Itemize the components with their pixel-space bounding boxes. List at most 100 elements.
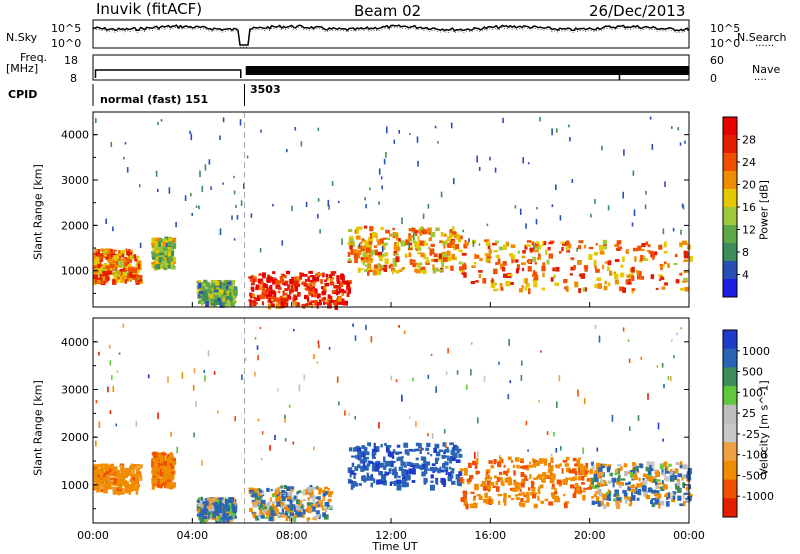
power-cell bbox=[357, 226, 363, 230]
power-point bbox=[219, 135, 221, 140]
velocity-cell bbox=[659, 464, 664, 470]
time-xlabel: Time UT bbox=[372, 540, 418, 553]
velocity-cell bbox=[255, 515, 259, 521]
power-cell bbox=[619, 286, 624, 292]
velocity-cell bbox=[390, 481, 396, 484]
velocity-cell bbox=[358, 483, 362, 486]
velocity-cell bbox=[402, 473, 406, 480]
velocity-point bbox=[471, 342, 473, 345]
velocity-cell bbox=[269, 505, 274, 511]
velocity-cell bbox=[583, 465, 587, 471]
station-title: Inuvik (fitACF) bbox=[96, 0, 203, 18]
velocity-cell bbox=[135, 474, 138, 480]
velocity-cell bbox=[430, 474, 434, 479]
velocity-cell bbox=[151, 484, 155, 490]
velocity-cell bbox=[266, 507, 272, 512]
velocity-colorbar-swatch bbox=[723, 348, 737, 368]
velocity-region-0 bbox=[93, 463, 143, 496]
power-cell bbox=[313, 292, 318, 298]
power-cell bbox=[628, 278, 631, 284]
velocity-point bbox=[98, 351, 100, 356]
velocity-cell bbox=[591, 465, 595, 470]
velocity-cell bbox=[403, 465, 407, 468]
velocity-cell bbox=[638, 477, 641, 482]
velocity-cell bbox=[657, 482, 662, 485]
power-cell bbox=[487, 243, 491, 250]
velocity-cell bbox=[265, 503, 270, 507]
velocity-cell bbox=[319, 500, 323, 503]
velocity-cell bbox=[385, 472, 390, 476]
power-cell bbox=[458, 249, 463, 253]
power-cell bbox=[650, 255, 656, 258]
velocity-cell bbox=[578, 477, 584, 480]
power-cell bbox=[526, 240, 532, 243]
power-cell bbox=[217, 297, 221, 302]
velocity-cell bbox=[353, 482, 359, 487]
power-cell bbox=[127, 261, 130, 265]
velocity-point bbox=[661, 362, 664, 368]
velocity-cell bbox=[533, 477, 538, 480]
velocity-cell bbox=[128, 471, 134, 475]
power-cell bbox=[458, 235, 463, 240]
velocity-cell bbox=[169, 462, 172, 467]
power-point bbox=[478, 243, 481, 246]
velocity-cell bbox=[120, 465, 125, 469]
velocity-cell bbox=[167, 463, 170, 468]
velocity-cell bbox=[302, 489, 306, 496]
power-colorbar-swatch bbox=[723, 225, 737, 244]
power-cell bbox=[453, 246, 457, 251]
power-cell bbox=[292, 301, 297, 306]
velocity-cell bbox=[288, 506, 293, 511]
velocity-cell bbox=[166, 459, 170, 465]
power-cell bbox=[423, 240, 426, 247]
power-cell bbox=[213, 292, 218, 296]
power-cell bbox=[168, 237, 174, 241]
power-cell bbox=[494, 240, 499, 244]
power-cell bbox=[366, 259, 370, 263]
velocity-cell bbox=[400, 460, 404, 465]
power-cell bbox=[258, 273, 262, 276]
velocity-cell bbox=[120, 469, 125, 474]
power-cell bbox=[653, 251, 658, 256]
velocity-cell bbox=[200, 508, 205, 515]
power-cell bbox=[604, 280, 607, 285]
power-cell bbox=[307, 276, 310, 282]
power-cell bbox=[327, 302, 332, 309]
velocity-cell bbox=[297, 510, 301, 513]
power-cell bbox=[197, 296, 202, 300]
power-cell bbox=[645, 258, 649, 262]
velocity-cell bbox=[543, 475, 547, 480]
power-cell bbox=[637, 245, 642, 251]
velocity-cell bbox=[258, 514, 263, 517]
power-point bbox=[124, 142, 127, 145]
power-cell bbox=[221, 302, 225, 306]
power-cell bbox=[272, 291, 277, 295]
power-cell bbox=[434, 267, 439, 272]
power-point bbox=[522, 157, 524, 164]
velocity-point bbox=[303, 374, 306, 381]
velocity-cell bbox=[384, 460, 390, 467]
power-point bbox=[112, 226, 114, 232]
velocity-cell bbox=[152, 466, 157, 471]
velocity-cell bbox=[654, 498, 660, 505]
power-cell bbox=[323, 289, 327, 293]
power-cell bbox=[415, 232, 418, 236]
velocity-cell bbox=[136, 485, 139, 491]
velocity-cell bbox=[628, 481, 631, 485]
power-cell bbox=[620, 264, 624, 268]
velocity-cell bbox=[196, 499, 202, 503]
velocity-cell bbox=[589, 468, 593, 472]
power-cell bbox=[454, 232, 457, 239]
power-cell bbox=[330, 271, 335, 276]
velocity-cell bbox=[135, 489, 139, 495]
power-cell bbox=[129, 255, 133, 259]
velocity-point bbox=[241, 374, 243, 381]
velocity-cell bbox=[522, 491, 525, 495]
power-cell bbox=[294, 280, 299, 287]
velocity-point bbox=[508, 339, 510, 346]
power-ytick-label: 3000 bbox=[61, 174, 89, 187]
power-cell bbox=[614, 259, 620, 262]
power-cell bbox=[408, 228, 414, 232]
velocity-cell bbox=[406, 461, 411, 466]
power-cell bbox=[250, 294, 256, 299]
